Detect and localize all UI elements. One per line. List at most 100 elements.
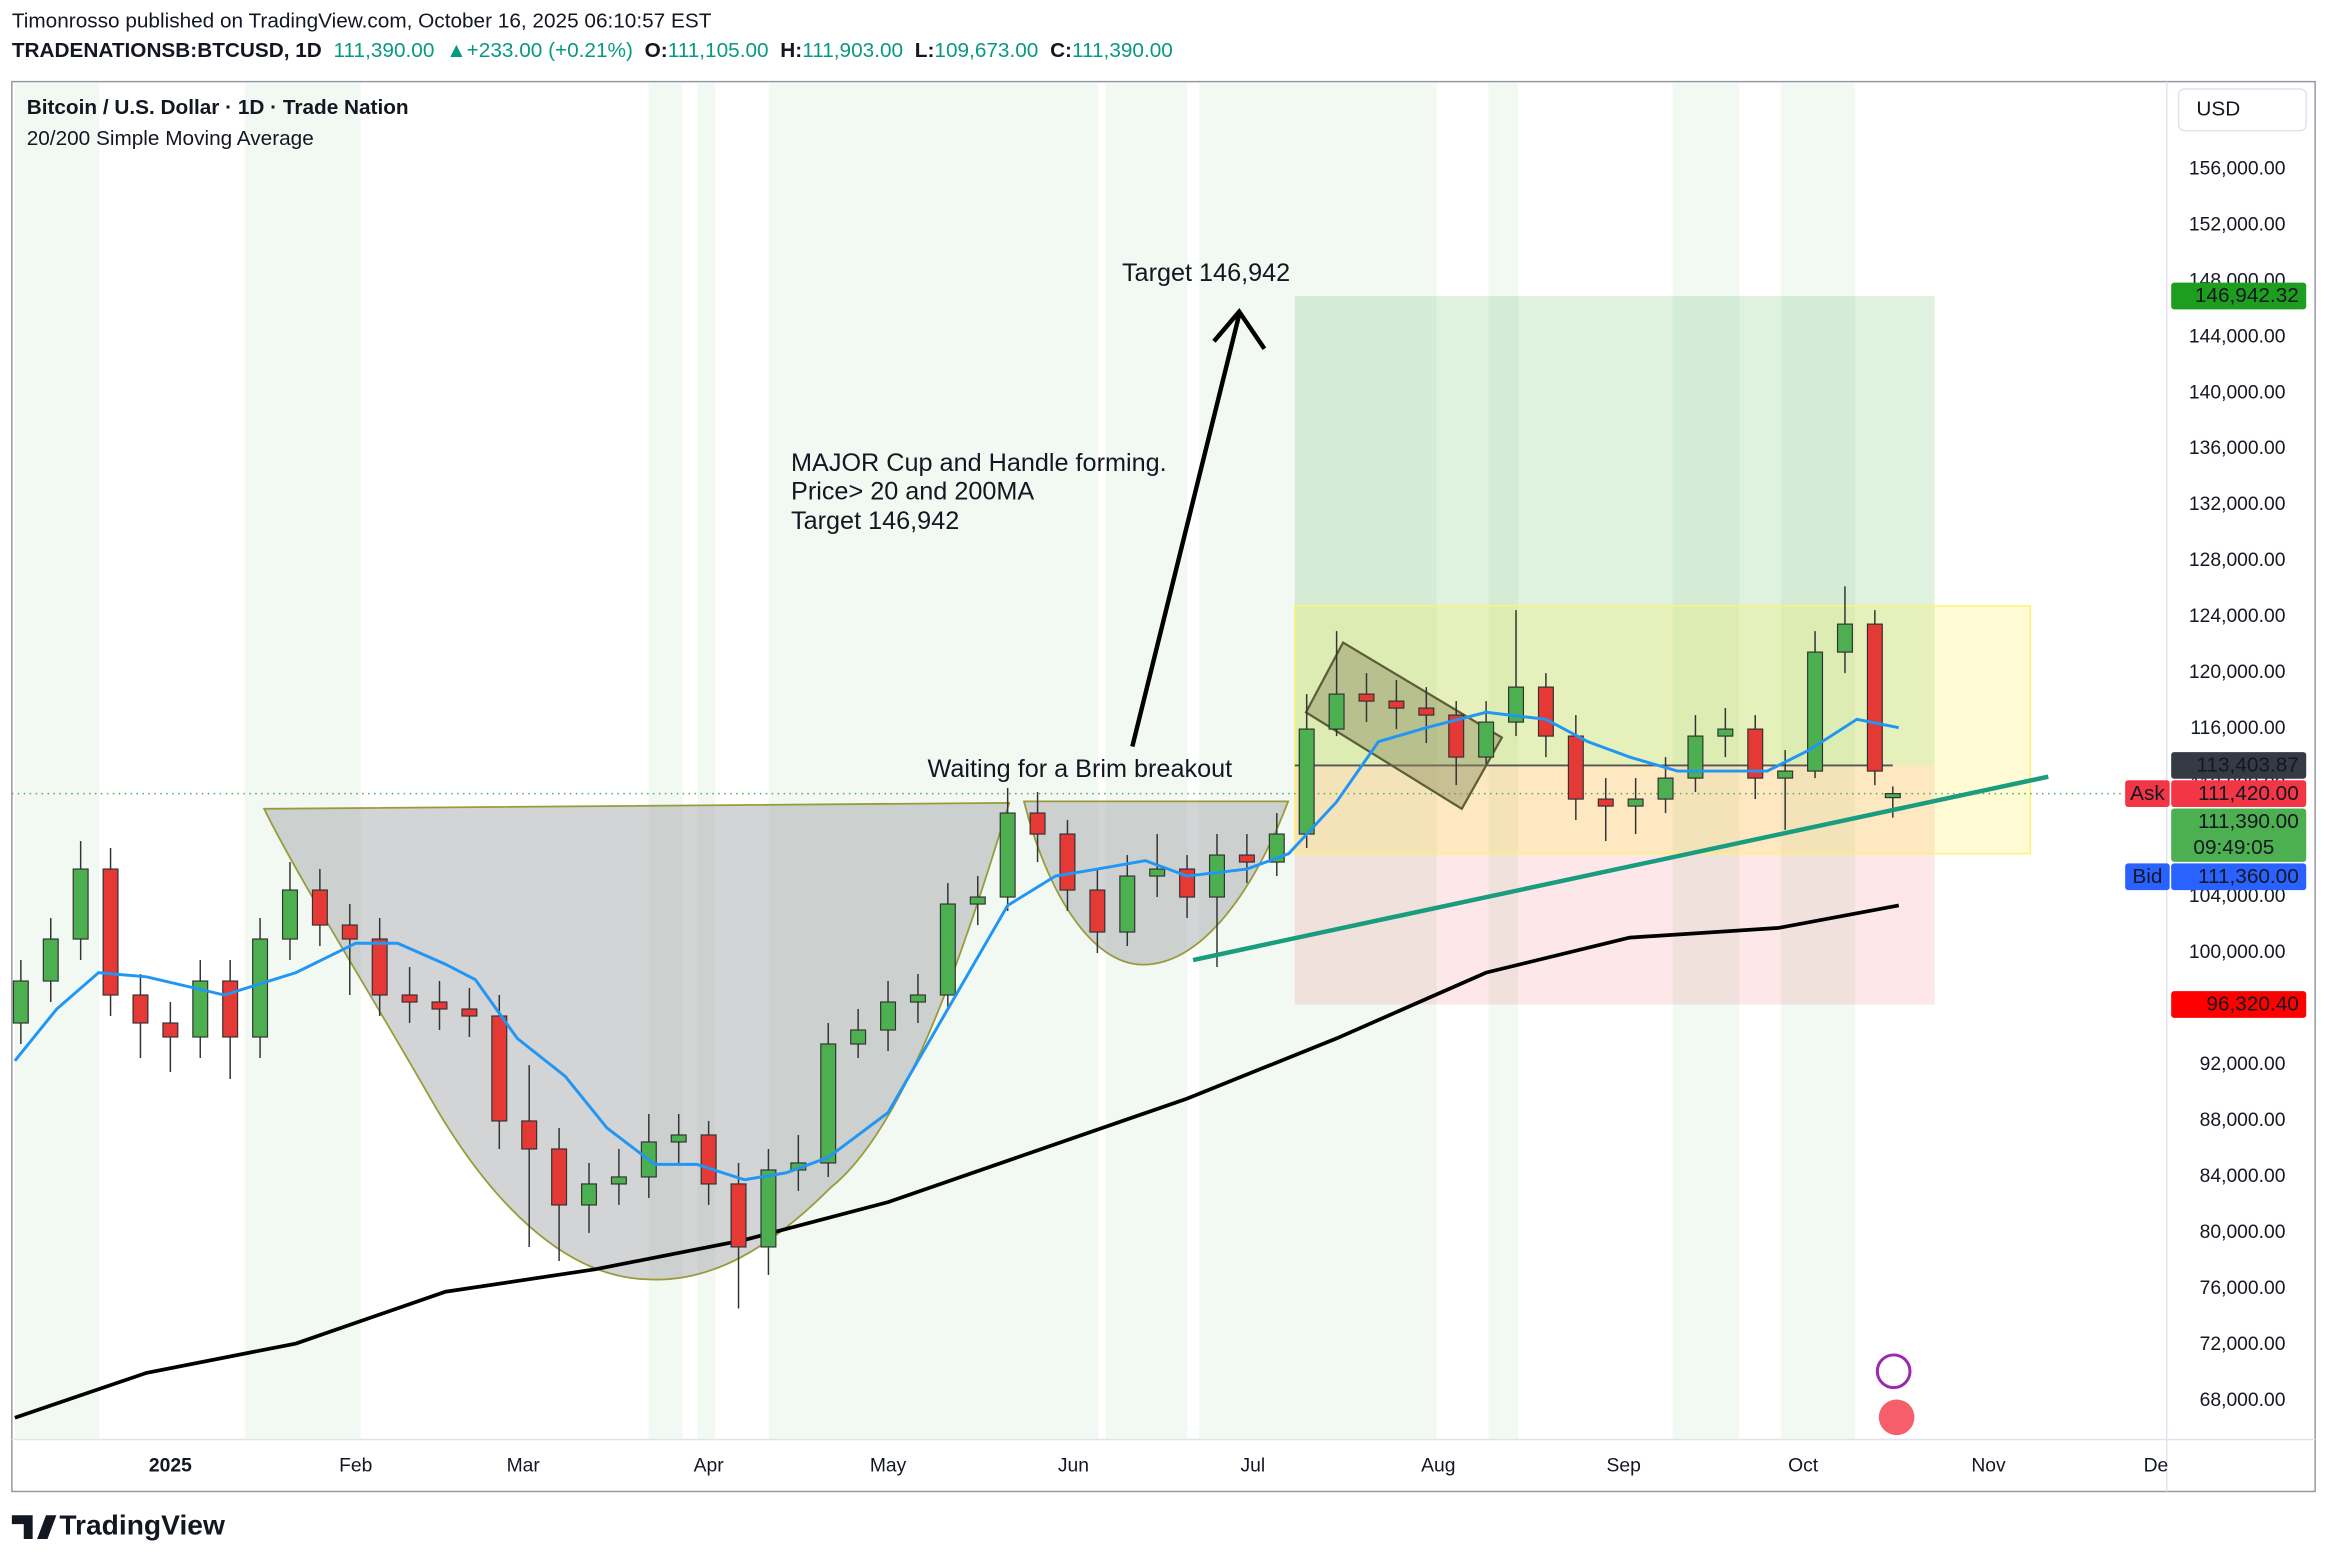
y-tick-label: 124,000.00 [2189, 606, 2286, 627]
candle-body [969, 896, 986, 905]
candle-body [1687, 735, 1704, 779]
price-label: 113,403.87 [2196, 754, 2298, 777]
session-band [1105, 83, 1188, 1440]
candle-body [580, 1183, 598, 1206]
ohlc-key: O: [645, 39, 668, 62]
price-label: 146,942.32 [2195, 284, 2299, 307]
candle-body [102, 868, 119, 996]
price-label-box [2171, 863, 2307, 891]
y-tick-label: 68,000.00 [2200, 1390, 2286, 1411]
y-tick-label: 72,000.00 [2200, 1334, 2286, 1355]
symbol: TRADENATIONSB:BTCUSD, 1D [12, 39, 322, 62]
x-tick-label: Jun [1058, 1455, 1089, 1476]
annotation: Waiting for a Brim breakout [928, 755, 1233, 783]
annotations: Target 146,942 MAJOR Cup and Handle form… [791, 259, 1290, 783]
icon [1875, 1353, 1912, 1390]
y-tick-label: 80,000.00 [2200, 1222, 2286, 1243]
y-tick-label: 156,000.00 [2189, 158, 2286, 179]
chart-title: Bitcoin / U.S. Dollar · 1D · Trade Natio… [27, 96, 409, 119]
annotation: Price> 20 and 200MA [791, 477, 1034, 505]
candle-body [401, 994, 418, 1003]
price-label-time: 09:49:05 [2193, 836, 2274, 859]
y-tick-label: 144,000.00 [2189, 326, 2286, 347]
annotation: Target 146,942 [1122, 259, 1290, 287]
candle-body [1059, 833, 1076, 891]
price-label-tag: Ask [2130, 782, 2165, 805]
zones [11, 296, 2167, 1005]
ohlc-key: H: [780, 39, 802, 62]
x-tick-label: Mar [507, 1455, 541, 1476]
candle-body [521, 1120, 538, 1150]
currency-button[interactable] [2177, 88, 2307, 132]
price-label: 96,320.40 [2206, 993, 2298, 1016]
price-label-tag-box [2125, 780, 2170, 807]
session-band [1488, 83, 1519, 1440]
session-band [697, 83, 716, 1440]
candle-body [222, 980, 239, 1038]
stop-zone [1294, 765, 1935, 1005]
candle-body [880, 1001, 897, 1031]
candle-body [1238, 854, 1255, 863]
annotation: MAJOR Cup and Handle forming. [791, 449, 1167, 477]
ohlc-value: 111,105.00 [668, 39, 769, 62]
trendline [1192, 774, 2049, 963]
flag-shape [1304, 641, 1504, 811]
price-label-box [2171, 752, 2307, 779]
candle-body [1866, 623, 1883, 772]
x-tick-label: 2025 [149, 1455, 192, 1476]
candle-body [192, 980, 209, 1038]
price-label: 111,420.00 [2198, 782, 2299, 805]
y-tick-label: 76,000.00 [2200, 1278, 2286, 1299]
candle-body [1777, 770, 1794, 779]
x-tick-label: Nov [1971, 1455, 2006, 1476]
x-tick-label: Apr [694, 1455, 725, 1476]
sma200-line [14, 903, 1900, 1420]
session-band [14, 83, 100, 1440]
session-band [244, 83, 361, 1440]
ohlc-value: 109,673.00 [934, 39, 1038, 62]
target-zone [1294, 296, 1935, 766]
candle-body [1448, 714, 1465, 758]
chart-subtitle: 20/200 Simple Moving Average [27, 127, 314, 150]
price-label-box [2171, 780, 2307, 807]
candle-body [1418, 707, 1435, 716]
session-band [1672, 83, 1740, 1440]
x-tick-label: Feb [339, 1455, 372, 1476]
y-tick-label: 132,000.00 [2189, 494, 2286, 515]
icon [1878, 1399, 1915, 1436]
candle-body [42, 938, 59, 982]
candle-body [461, 1008, 478, 1017]
price-label-tag-box [2125, 863, 2170, 891]
y-tick-label: 100,000.00 [2189, 942, 2286, 963]
logo: TradingView [11, 1509, 225, 1541]
candle-body [371, 938, 388, 996]
candle-body [1208, 854, 1225, 898]
session-band [768, 83, 1099, 1440]
candle-body [909, 994, 926, 1003]
candle-body [999, 812, 1016, 898]
candle-body [939, 903, 956, 996]
brand: TradingView [59, 1509, 225, 1541]
candle-body [341, 924, 358, 940]
candle-body [1627, 798, 1644, 807]
candle-body [1328, 693, 1345, 730]
session-band [648, 83, 683, 1440]
candle-body [491, 1015, 508, 1122]
candle-body [1747, 728, 1764, 779]
candle-body [281, 889, 298, 940]
candle-body [1567, 735, 1584, 800]
candle-body [760, 1169, 777, 1248]
annotation: Target 146,942 [791, 507, 959, 535]
x-tick-label: May [870, 1455, 907, 1476]
y-tick-label: 120,000.00 [2189, 662, 2286, 683]
sma20-line [13, 710, 1900, 1182]
candle-body [132, 994, 149, 1024]
currency: USD [2196, 97, 2240, 120]
price-label-tag: Bid [2132, 865, 2162, 888]
candle-body [730, 1183, 747, 1248]
logo-mark [11, 1515, 57, 1539]
candle-body [72, 868, 89, 940]
price-label: 111,360.00 [2198, 865, 2299, 888]
y-tick-label: 128,000.00 [2189, 550, 2286, 571]
